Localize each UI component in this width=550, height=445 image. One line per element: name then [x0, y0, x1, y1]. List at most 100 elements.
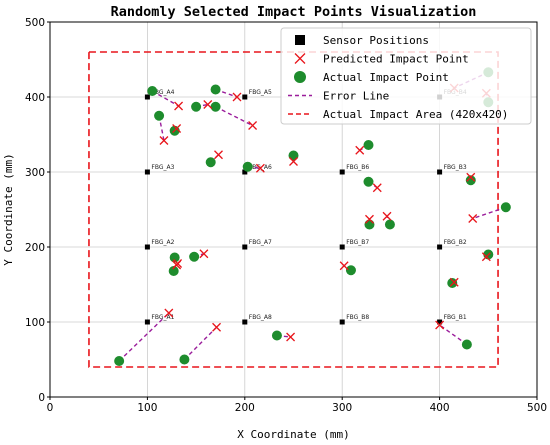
sensor-fbg-b6: FBG_B6	[339, 164, 369, 175]
predicted-point	[382, 211, 392, 221]
x-tick-label: 400	[430, 402, 450, 414]
sensor-marker	[339, 244, 345, 250]
sensor-label: FBG_A1	[151, 314, 174, 321]
legend-label: Predicted Impact Point	[323, 53, 469, 66]
sensor-label: FBG_A5	[249, 89, 272, 96]
actual-point	[345, 265, 356, 276]
chart-title: Randomly Selected Impact Points Visualiz…	[111, 4, 477, 20]
error-line	[215, 106, 253, 127]
actual-point	[189, 251, 200, 262]
actual-point	[168, 266, 179, 276]
actual-point	[179, 354, 190, 365]
sensor-fbg-a4: FBG_A4	[144, 89, 175, 100]
sensor-marker	[437, 319, 443, 325]
actual-point	[114, 356, 125, 366]
predicted-point	[159, 136, 169, 145]
actual-point	[147, 86, 158, 96]
sensor-marker	[144, 94, 150, 100]
predicted-point	[172, 124, 182, 133]
sensor-label: FBG_B3	[444, 164, 467, 171]
y-tick-label: 500	[25, 17, 45, 29]
actual-point	[210, 84, 221, 95]
sensor-marker	[144, 319, 150, 325]
sensor-label: FBG_B1	[444, 314, 467, 321]
sensor-fbg-a2: FBG_A2	[144, 239, 175, 250]
actual-point	[169, 252, 180, 263]
y-tick-label: 200	[25, 242, 45, 254]
sensor-label: FBG_A4	[151, 89, 174, 96]
sensor-label: FBG_A8	[249, 314, 272, 321]
sensor-marker	[144, 244, 150, 250]
actual-point	[384, 219, 395, 230]
sensor-marker	[242, 319, 248, 325]
legend-actual-swatch	[294, 71, 306, 83]
axis-ticks: 0 100 200 300 400 500 0 100 200 300 400 500	[25, 17, 547, 414]
legend-predicted-swatch	[294, 53, 306, 64]
predicted-point	[255, 163, 265, 173]
y-axis-label: Y Coordinate (mm)	[2, 153, 15, 266]
sensor-fbg-b1: FBG_B1	[437, 314, 467, 325]
sensor-label: FBG_A2	[151, 239, 174, 246]
legend-label: Actual Impact Point	[323, 71, 449, 84]
legend-label: Error Line	[323, 90, 389, 103]
error-line	[439, 324, 468, 346]
predicted-point	[355, 145, 365, 155]
error-line	[151, 90, 179, 107]
sensor-marker	[242, 169, 248, 175]
predicted-point	[199, 249, 209, 259]
predicted-point	[339, 261, 349, 271]
legend-label: Actual Impact Area (420x420)	[323, 108, 508, 121]
sensor-fbg-b3: FBG_B3	[437, 164, 467, 175]
sensor-marker	[242, 244, 248, 250]
legend-item-error: Error Line	[288, 90, 389, 103]
sensor-label: FBG_A7	[249, 239, 272, 246]
predicted-point	[372, 183, 382, 193]
sensor-fbg-a8: FBG_A8	[242, 314, 272, 325]
legend-sensor-swatch	[295, 35, 305, 45]
y-tick-label: 300	[25, 167, 45, 179]
predicted-point	[172, 260, 182, 270]
x-tick-label: 200	[235, 402, 255, 414]
sensor-marker	[437, 169, 443, 175]
y-tick-label: 400	[25, 92, 45, 104]
actual-point	[500, 202, 511, 213]
y-tick-label: 0	[38, 392, 45, 404]
x-axis-label: X Coordinate (mm)	[237, 428, 350, 441]
predicted-point	[466, 172, 476, 182]
predicted-point	[481, 252, 491, 262]
actual-point	[242, 161, 253, 172]
sensor-marker	[242, 94, 248, 100]
actual-point	[363, 140, 374, 150]
sensor-label: FBG_A3	[151, 164, 174, 171]
plot-frame	[49, 21, 538, 398]
actual-point	[154, 110, 165, 121]
y-tick-label: 100	[25, 317, 45, 329]
sensor-fbg-b7: FBG_B7	[339, 239, 369, 250]
predicted-point	[286, 332, 296, 342]
actual-point	[271, 330, 282, 341]
sensor-label: FBG_B2	[444, 239, 467, 246]
sensor-marker	[339, 169, 345, 175]
sensor-fbg-b8: FBG_B8	[339, 314, 369, 325]
predicted-point	[212, 322, 222, 332]
legend-item-area: Actual Impact Area (420x420)	[288, 108, 508, 121]
sensor-fbg-a5: FBG_A5	[242, 89, 272, 100]
predicted-point	[164, 308, 174, 318]
sensor-marker	[437, 244, 443, 250]
actual-point	[461, 339, 472, 350]
error-line	[183, 326, 218, 360]
predicted-point	[365, 214, 374, 224]
actual-point	[447, 278, 458, 288]
sensor-fbg-a3: FBG_A3	[144, 164, 175, 175]
sensor-marker	[339, 319, 345, 325]
x-tick-label: 100	[137, 402, 157, 414]
sensor-label: FBG_B7	[346, 239, 369, 246]
sensor-fbg-a7: FBG_A7	[242, 239, 272, 250]
x-tick-label: 300	[332, 402, 352, 414]
legend: Sensor Positions Predicted Impact Point Ac…	[280, 27, 532, 125]
sensor-label: FBG_B6	[346, 164, 369, 171]
sensor-fbg-a1: FBG_A1	[144, 314, 175, 325]
actual-point	[288, 150, 299, 161]
actual-point	[363, 176, 374, 187]
